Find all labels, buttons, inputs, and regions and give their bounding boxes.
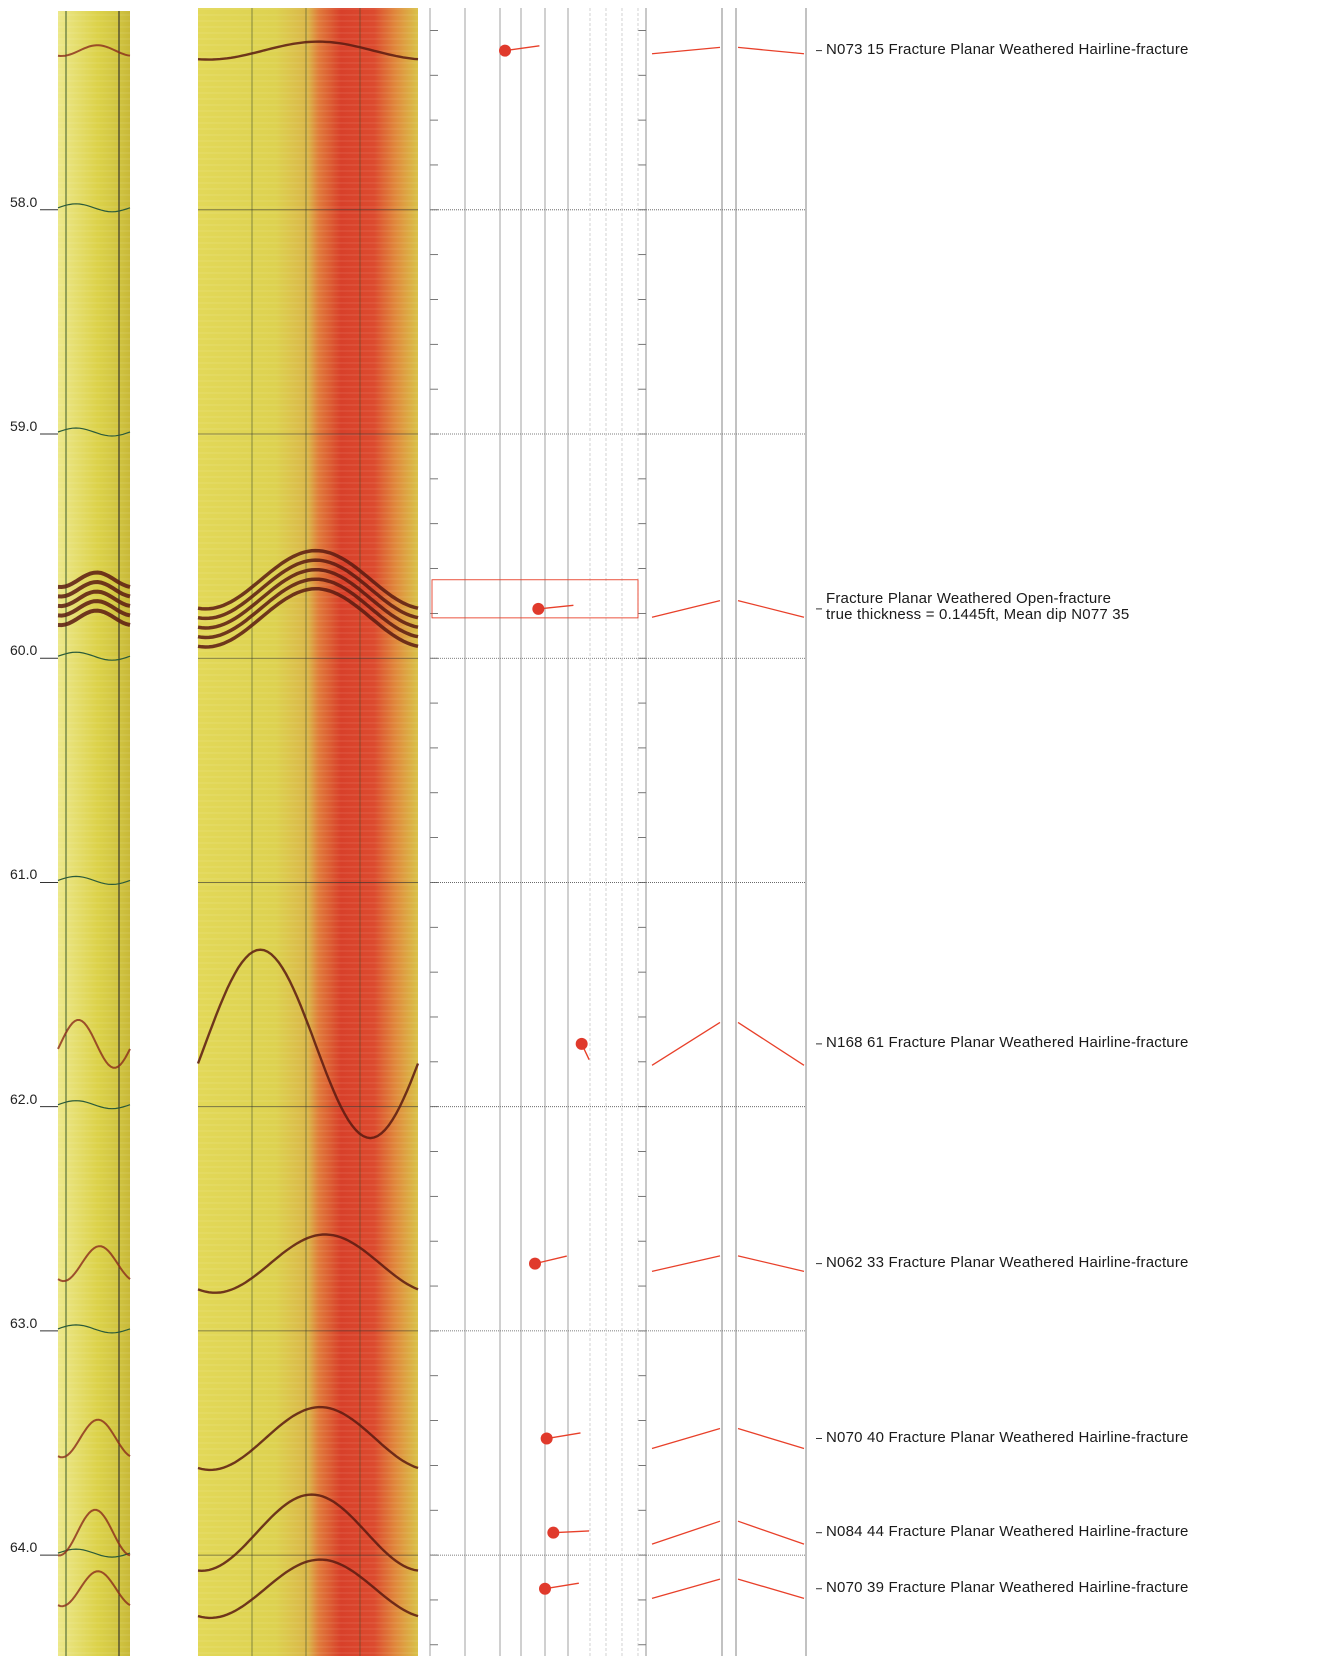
open-fracture-box (431, 579, 639, 619)
fracture-annotation: Fracture Planar Weathered Open-fracture t… (826, 589, 1130, 623)
stick-left (651, 46, 721, 55)
fracture-trace (197, 567, 419, 630)
depth-scale (40, 30, 806, 1646)
depth-label: 58.0 (10, 193, 38, 210)
core-depth-ring (57, 1548, 131, 1558)
core-fracture-trace (57, 1570, 131, 1608)
tadpole-dot (499, 44, 511, 57)
core-depth-ring (57, 651, 131, 661)
stick-right (737, 1255, 805, 1272)
fracture-trace (197, 1233, 419, 1294)
tadpole-dip-track (429, 8, 647, 1656)
fracture-label: N062 33 Fracture Planar Weathered Hairli… (826, 1253, 1189, 1271)
tadpole-dot (539, 1582, 551, 1595)
annotation-leaders (816, 50, 822, 1590)
fracture-label: N168 61 Fracture Planar Weathered Hairli… (826, 1033, 1189, 1051)
stick-right (737, 46, 805, 55)
fracture-annotation: N062 33 Fracture Planar Weathered Hairli… (826, 1253, 1189, 1271)
stick-right (737, 1578, 805, 1599)
fracture-trace (196, 948, 420, 1140)
core-texture (58, 8, 130, 1656)
fracture-label: N070 40 Fracture Planar Weathered Hairli… (826, 1428, 1189, 1446)
tadpole-dot (529, 1257, 541, 1270)
tadpole-dot (547, 1526, 560, 1539)
depth-label: 62.0 (10, 1090, 38, 1107)
fracture-trace (197, 577, 419, 640)
stick-left (651, 1520, 721, 1545)
fracture-annotation: N168 61 Fracture Planar Weathered Hairli… (826, 1033, 1189, 1051)
depth-label: 61.0 (10, 866, 38, 883)
core-fracture-trace (57, 44, 131, 58)
fracture-annotation: N070 40 Fracture Planar Weathered Hairli… (826, 1428, 1189, 1446)
fracture-detail: true thickness = 0.1445ft, Mean dip N077… (826, 605, 1130, 623)
stick-right (737, 1021, 805, 1066)
stick-right (737, 599, 805, 618)
stick-plot-track (651, 8, 807, 1656)
core-fracture-trace (57, 608, 131, 628)
stick-left (651, 1021, 721, 1066)
stick-right (737, 1520, 805, 1545)
core-fracture-trace (57, 570, 131, 590)
fracture-label: N084 44 Fracture Planar Weathered Hairli… (826, 1522, 1189, 1540)
stick-left (651, 1255, 721, 1272)
tadpole-dot (540, 1432, 553, 1445)
fracture-trace (197, 1558, 419, 1620)
core-fracture-trace (58, 1508, 131, 1557)
core-depth-ring (57, 1324, 131, 1334)
depth-label: 60.0 (10, 642, 38, 659)
image-texture (198, 8, 418, 1656)
core-depth-ring (57, 875, 131, 886)
fracture-trace (197, 586, 419, 649)
core-fracture-trace (57, 1019, 131, 1069)
unrolled-borehole-image (196, 8, 420, 1656)
fracture-annotation: N070 39 Fracture Planar Weathered Hairli… (826, 1578, 1189, 1596)
depth-label: 59.0 (10, 418, 38, 434)
fracture-label: N073 15 Fracture Planar Weathered Hairli… (826, 40, 1189, 58)
core-fracture-trace (57, 599, 131, 618)
fracture-trace (197, 548, 419, 611)
core-depth-ring (57, 427, 131, 437)
stick-right (737, 1427, 805, 1450)
fracture-label: N070 39 Fracture Planar Weathered Hairli… (826, 1578, 1189, 1596)
stick-left (651, 599, 721, 618)
tadpole-dot (532, 602, 545, 615)
fracture-annotation: N084 44 Fracture Planar Weathered Hairli… (826, 1522, 1189, 1540)
fracture-label: Fracture Planar Weathered Open-fracture (826, 589, 1112, 607)
stick-left (651, 1578, 721, 1599)
depth-label: 64.0 (10, 1539, 38, 1556)
fracture-trace (197, 558, 419, 621)
virtual-core-image (57, 8, 131, 1656)
core-top-cap (58, 8, 130, 11)
core-fracture-trace (57, 579, 131, 599)
core-fracture-trace (57, 589, 131, 609)
fracture-trace (197, 1493, 419, 1573)
core-depth-ring (57, 203, 131, 213)
tadpole-dot (575, 1037, 588, 1050)
fracture-trace (197, 40, 419, 61)
fracture-trace (197, 1405, 419, 1472)
depth-label: 63.0 (10, 1314, 38, 1331)
stick-left (651, 1427, 721, 1450)
core-fracture-trace (57, 1245, 131, 1283)
core-fracture-trace (57, 1418, 131, 1459)
fracture-annotation: N073 15 Fracture Planar Weathered Hairli… (826, 40, 1189, 58)
core-depth-ring (57, 1100, 131, 1110)
